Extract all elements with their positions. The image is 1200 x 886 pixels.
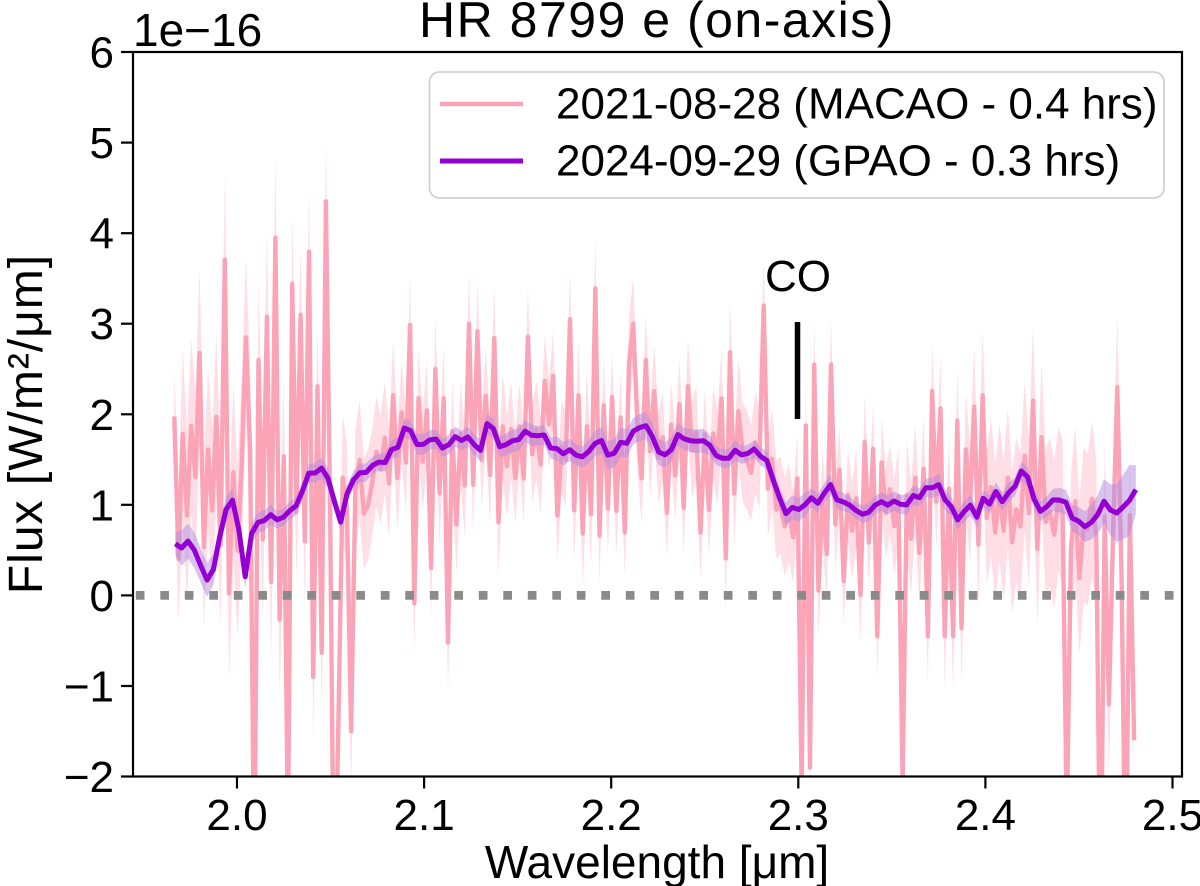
- svg-text:Flux [W/m²/μm]: Flux [W/m²/μm]: [0, 254, 53, 594]
- svg-text:1: 1: [90, 481, 114, 530]
- svg-text:5: 5: [90, 119, 114, 168]
- svg-text:4: 4: [90, 210, 114, 259]
- svg-text:2: 2: [90, 391, 114, 440]
- svg-text:2.5: 2.5: [1142, 791, 1200, 840]
- svg-text:6: 6: [90, 29, 114, 78]
- svg-text:−2: −2: [64, 753, 114, 802]
- svg-text:2.3: 2.3: [768, 791, 829, 840]
- svg-text:2024-09-29 (GPAO - 0.3 hrs): 2024-09-29 (GPAO - 0.3 hrs): [556, 137, 1120, 186]
- svg-text:3: 3: [90, 300, 114, 349]
- svg-text:2.4: 2.4: [955, 791, 1016, 840]
- svg-text:2021-08-28 (MACAO - 0.4 hrs): 2021-08-28 (MACAO - 0.4 hrs): [556, 80, 1158, 129]
- svg-text:Wavelength [μm]: Wavelength [μm]: [485, 836, 829, 886]
- svg-text:2.0: 2.0: [206, 791, 267, 840]
- svg-text:1e−16: 1e−16: [133, 4, 262, 56]
- svg-text:2.1: 2.1: [394, 791, 455, 840]
- svg-text:CO: CO: [765, 252, 831, 301]
- svg-text:0: 0: [90, 572, 114, 621]
- svg-text:−1: −1: [64, 663, 114, 712]
- svg-text:2.2: 2.2: [581, 791, 642, 840]
- svg-text:HR 8799 e (on-axis): HR 8799 e (on-axis): [419, 0, 895, 48]
